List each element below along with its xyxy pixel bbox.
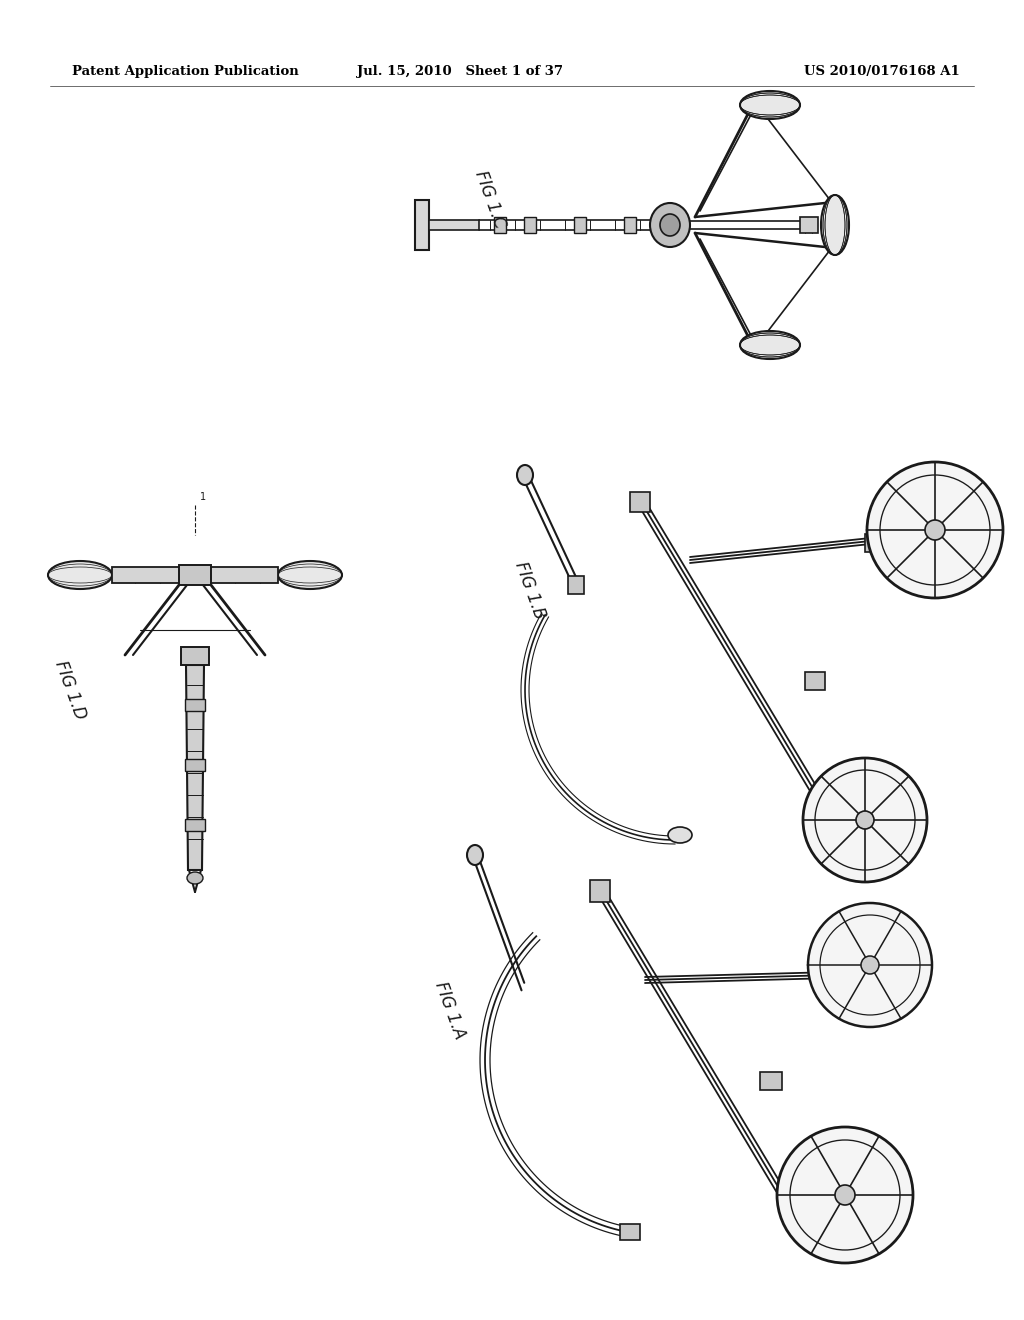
- Text: Patent Application Publication: Patent Application Publication: [72, 66, 299, 78]
- Circle shape: [777, 1127, 913, 1263]
- Circle shape: [856, 810, 874, 829]
- Text: 1: 1: [200, 492, 206, 502]
- Text: US 2010/0176168 A1: US 2010/0176168 A1: [804, 66, 961, 78]
- Text: FIG 1.A: FIG 1.A: [431, 979, 469, 1041]
- Bar: [590, 880, 610, 902]
- Bar: [567, 576, 584, 594]
- Circle shape: [820, 915, 920, 1015]
- Text: FIG 1.D: FIG 1.D: [51, 659, 89, 722]
- Polygon shape: [186, 665, 204, 870]
- Ellipse shape: [740, 91, 800, 119]
- Bar: [112, 568, 278, 583]
- Ellipse shape: [278, 561, 342, 589]
- Circle shape: [880, 475, 990, 585]
- Bar: [574, 216, 586, 234]
- Bar: [429, 220, 479, 230]
- Circle shape: [815, 770, 915, 870]
- Bar: [185, 759, 205, 771]
- Bar: [524, 216, 536, 234]
- Bar: [181, 647, 209, 665]
- Ellipse shape: [48, 561, 112, 589]
- Circle shape: [803, 758, 927, 882]
- Circle shape: [835, 1185, 855, 1205]
- Bar: [800, 216, 818, 234]
- Bar: [179, 565, 211, 585]
- Ellipse shape: [660, 214, 680, 236]
- Bar: [494, 216, 506, 234]
- Bar: [620, 1225, 640, 1241]
- Circle shape: [790, 1140, 900, 1250]
- Ellipse shape: [187, 873, 203, 884]
- Bar: [760, 1072, 782, 1090]
- Bar: [624, 216, 636, 234]
- Bar: [805, 672, 825, 690]
- Ellipse shape: [650, 203, 690, 247]
- Text: FIG 1.C: FIG 1.C: [471, 169, 509, 231]
- Ellipse shape: [821, 195, 849, 255]
- Bar: [185, 700, 205, 711]
- Bar: [820, 969, 842, 987]
- Bar: [185, 818, 205, 832]
- Text: FIG 1.B: FIG 1.B: [511, 558, 549, 622]
- Ellipse shape: [467, 845, 483, 865]
- Circle shape: [808, 903, 932, 1027]
- Text: Jul. 15, 2010   Sheet 1 of 37: Jul. 15, 2010 Sheet 1 of 37: [357, 66, 563, 78]
- Ellipse shape: [517, 465, 534, 484]
- Bar: [865, 535, 885, 552]
- Circle shape: [861, 956, 879, 974]
- Circle shape: [867, 462, 1002, 598]
- Circle shape: [925, 520, 945, 540]
- Bar: [415, 201, 429, 249]
- Bar: [630, 492, 650, 512]
- Ellipse shape: [668, 828, 692, 843]
- Ellipse shape: [740, 331, 800, 359]
